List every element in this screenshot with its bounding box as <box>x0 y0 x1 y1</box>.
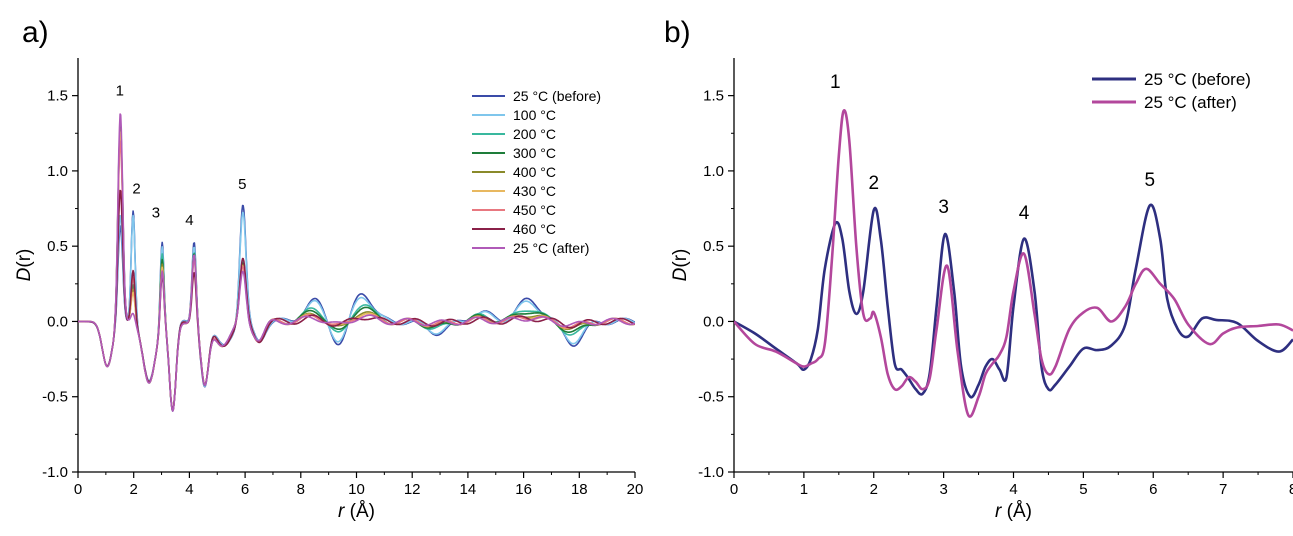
peak-label: 4 <box>185 212 193 229</box>
panel-letter: b) <box>664 16 691 49</box>
y-tick-label: 0.0 <box>703 313 724 330</box>
plot-area <box>78 113 635 412</box>
x-axis-var: r <box>995 501 1002 522</box>
peak-label: 3 <box>938 197 949 218</box>
x-tick-label: 10 <box>348 481 365 498</box>
x-tick-label: 2 <box>870 481 878 498</box>
y-axis-var: D <box>670 267 691 281</box>
legend-label: 100 °C <box>513 107 556 123</box>
x-tick-label: 8 <box>297 481 305 498</box>
y-tick-label: 1.5 <box>703 88 724 105</box>
x-tick-label: 1 <box>800 481 808 498</box>
x-tick-label: 16 <box>515 481 532 498</box>
legend-label: 450 °C <box>513 202 556 218</box>
x-tick-label: 3 <box>939 481 947 498</box>
x-tick-label: 7 <box>1219 481 1227 498</box>
legend-label: 25 °C (after) <box>1144 93 1237 112</box>
plot-area <box>734 109 1293 418</box>
chart-panel-b: b) -1.0 -0.5 0.0 0.5 1.0 1.5 0 1 2 3 4 5 6 7 8 r (Å) D(r)… <box>664 16 1293 522</box>
x-tick-label: 4 <box>185 481 193 498</box>
x-tick-label: 12 <box>404 481 421 498</box>
y-tick-label: 0.5 <box>703 238 724 255</box>
peak-label: 2 <box>868 173 879 194</box>
series-line-2 <box>734 109 1293 418</box>
x-tick-label: 2 <box>130 481 138 498</box>
peak-label: 4 <box>1019 203 1030 224</box>
legend-label: 25 °C (before) <box>513 88 601 104</box>
x-axis-var: r <box>338 501 345 522</box>
y-tick-label: -0.5 <box>698 389 724 406</box>
legend-label: 25 °C (after) <box>513 240 589 256</box>
x-tick-label: 5 <box>1079 481 1087 498</box>
series-line-9 <box>78 113 635 412</box>
y-tick-label: -1.0 <box>42 464 68 481</box>
x-tick-label: 20 <box>627 481 644 498</box>
peak-label: 1 <box>830 72 841 93</box>
x-axis-unit: (Å) <box>344 501 375 522</box>
legend-label: 430 °C <box>513 183 556 199</box>
legend-label: 25 °C (before) <box>1144 70 1251 89</box>
peak-label: 1 <box>116 83 124 100</box>
x-axis-title: r (Å) <box>338 501 375 522</box>
x-tick-label: 4 <box>1009 481 1017 498</box>
panel-letter: a) <box>22 16 49 49</box>
x-tick-label: 14 <box>460 481 477 498</box>
legend-label: 460 °C <box>513 221 556 237</box>
x-tick-label: 0 <box>730 481 738 498</box>
legend-label: 300 °C <box>513 145 556 161</box>
x-tick-label: 8 <box>1289 481 1293 498</box>
legend-label: 400 °C <box>513 164 556 180</box>
y-tick-label: -0.5 <box>42 389 68 406</box>
y-axis-title: D(r) <box>14 249 35 282</box>
y-tick-label: 1.5 <box>47 88 68 105</box>
y-tick-label: 0.0 <box>47 313 68 330</box>
legend: 25 °C (before) 25 °C (after) <box>1092 70 1251 112</box>
x-axis-title: r (Å) <box>995 501 1032 522</box>
x-axis-unit: (Å) <box>1001 501 1032 522</box>
peak-label: 2 <box>132 180 140 197</box>
legend: 25 °C (before) 100 °C 200 °C 300 °C 400 °C 43… <box>472 88 601 256</box>
y-tick-label: 1.0 <box>47 163 68 180</box>
y-axis-var: D <box>14 267 35 281</box>
peak-label: 5 <box>238 176 246 193</box>
y-axis-unit: (r) <box>670 249 691 268</box>
y-tick-label: -1.0 <box>698 464 724 481</box>
y-axis-unit: (r) <box>14 249 35 268</box>
legend-label: 200 °C <box>513 126 556 142</box>
series-line-1 <box>734 203 1293 399</box>
y-tick-label: 1.0 <box>703 163 724 180</box>
peak-label: 3 <box>152 205 160 222</box>
x-tick-label: 6 <box>241 481 249 498</box>
y-tick-label: 0.5 <box>47 238 68 255</box>
x-tick-label: 6 <box>1149 481 1157 498</box>
x-tick-label: 0 <box>74 481 82 498</box>
y-axis-title: D(r) <box>670 249 691 282</box>
x-tick-label: 18 <box>571 481 588 498</box>
peak-label: 5 <box>1144 170 1155 191</box>
chart-panel-a: a)-1.0-0.50.00.51.01.50 2 4 6 8 10 12 14 16 18 20r… <box>14 16 643 522</box>
